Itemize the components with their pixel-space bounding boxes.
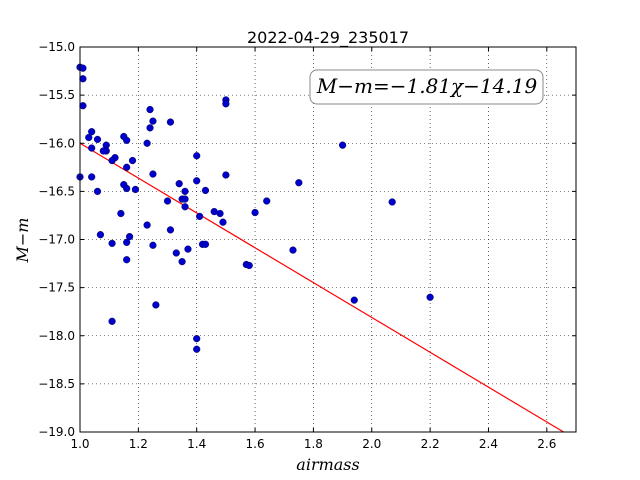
chart-title: 2022-04-29_235017 <box>247 28 409 48</box>
data-point <box>93 135 102 144</box>
y-tick-label: −16.5 <box>38 184 75 198</box>
data-point <box>117 209 125 218</box>
data-point <box>426 293 434 301</box>
data-point <box>146 105 154 114</box>
data-point <box>126 233 134 241</box>
y-tick-label: −19.0 <box>38 425 75 439</box>
data-point <box>108 239 116 247</box>
fit-line <box>79 142 564 433</box>
data-point <box>181 195 189 203</box>
x-tick-label: 2.6 <box>537 437 556 451</box>
y-tick-label: −16.0 <box>38 136 75 150</box>
data-point <box>181 187 189 195</box>
data-point <box>289 246 297 254</box>
equation-frame <box>309 69 544 105</box>
data-points <box>76 63 434 353</box>
data-point <box>149 117 157 125</box>
fit-line-group <box>79 142 564 433</box>
data-point <box>338 141 347 149</box>
grid-lines <box>80 47 576 432</box>
x-tick-label: 2.2 <box>421 437 440 451</box>
x-tick-label: 1.6 <box>246 437 265 451</box>
x-tick-label: 1.4 <box>187 437 206 451</box>
data-point <box>222 171 230 179</box>
data-point <box>85 133 93 142</box>
data-point <box>263 197 271 205</box>
data-point <box>172 249 180 257</box>
data-point <box>123 238 131 246</box>
data-point <box>219 218 227 226</box>
data-point <box>123 136 131 144</box>
data-point <box>350 296 358 304</box>
data-point <box>123 256 131 264</box>
data-point <box>196 212 204 221</box>
data-point <box>93 187 102 195</box>
y-tick-label: −17.5 <box>38 281 75 295</box>
data-point <box>143 221 151 229</box>
data-point <box>245 261 253 270</box>
x-tick-label: 2.4 <box>479 437 498 451</box>
data-point <box>79 64 87 72</box>
data-point <box>175 180 183 188</box>
data-point <box>88 144 96 152</box>
data-point <box>108 156 116 165</box>
data-point <box>143 139 151 147</box>
x-tick-label: 1.0 <box>70 437 89 451</box>
data-point <box>163 197 172 205</box>
data-point <box>201 186 210 195</box>
data-point <box>181 203 189 211</box>
data-point <box>149 170 157 178</box>
data-point <box>251 208 259 217</box>
fit-equation-box: M−m=−1.81χ−14.19 <box>309 69 544 105</box>
data-point <box>193 152 201 160</box>
data-point <box>388 198 396 206</box>
x-axis-label: airmass <box>296 455 359 474</box>
data-point <box>166 118 175 126</box>
data-point <box>216 209 224 218</box>
data-point <box>123 163 131 171</box>
data-point <box>79 102 87 110</box>
data-point <box>108 317 116 325</box>
y-tick-label: −17.0 <box>38 233 75 247</box>
data-point <box>149 241 157 249</box>
data-point <box>184 245 192 253</box>
data-point <box>79 75 87 83</box>
data-point <box>193 345 201 353</box>
y-tick-label: −18.0 <box>38 329 75 343</box>
y-tick-label: −15.0 <box>38 40 75 54</box>
data-point <box>96 231 105 239</box>
data-point <box>88 128 96 136</box>
data-point <box>201 240 210 248</box>
x-tick-label: 1.8 <box>304 437 323 451</box>
data-point <box>178 258 186 266</box>
y-tick-label: −18.5 <box>38 377 75 391</box>
data-point <box>193 177 201 185</box>
data-point <box>128 156 137 165</box>
x-tick-label: 2.0 <box>362 437 381 451</box>
fit-equation: M−m=−1.81χ−14.19 <box>316 74 538 98</box>
data-point <box>222 100 230 108</box>
data-point <box>166 226 175 234</box>
data-point <box>123 184 131 193</box>
data-point <box>99 147 107 155</box>
data-point <box>146 124 154 132</box>
data-point <box>131 185 140 194</box>
y-axis-label: M−m <box>13 218 32 264</box>
data-point <box>152 301 160 309</box>
data-point <box>88 173 96 181</box>
data-point <box>295 179 303 187</box>
data-point <box>193 335 201 343</box>
y-tick-label: −15.5 <box>38 88 75 102</box>
x-tick-label: 1.2 <box>129 437 148 451</box>
axis-ticks: 1.0 1.2 1.4 1.6 1.8 2.0 2.2 2.4 2.6 −15.0 −15.5 −16… <box>38 40 576 451</box>
